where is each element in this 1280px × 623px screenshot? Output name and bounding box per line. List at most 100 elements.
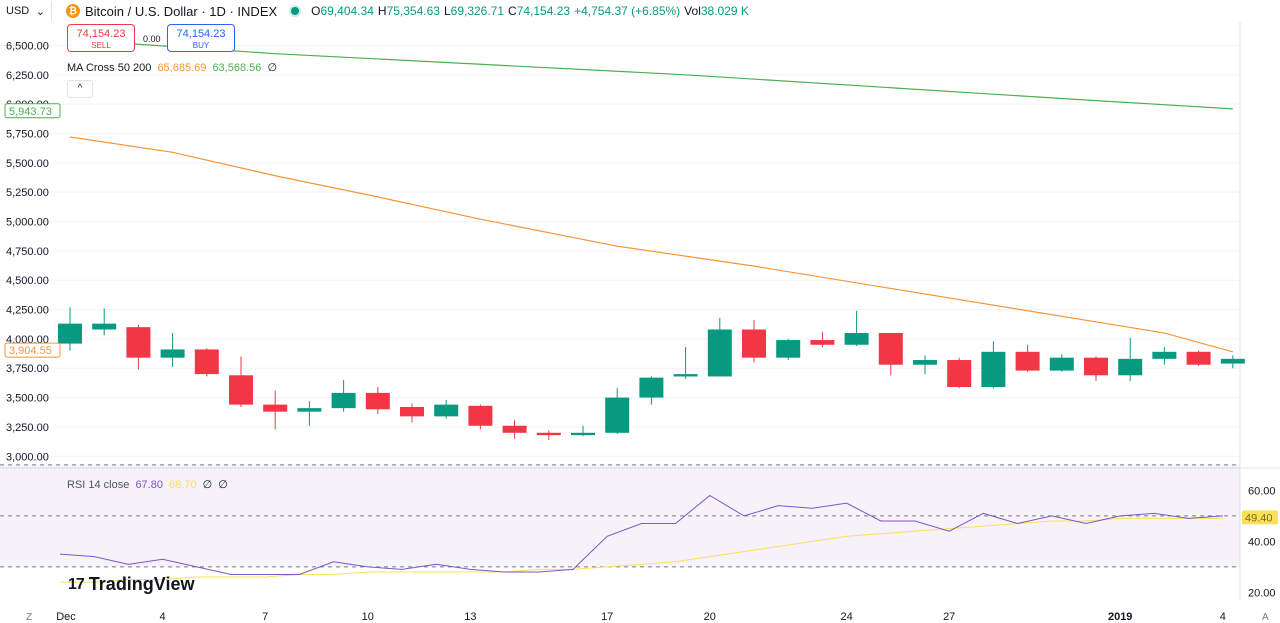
ohlc-value: 38.029 K bbox=[700, 4, 749, 18]
candle-body bbox=[947, 360, 972, 388]
sell-label: SELL bbox=[91, 41, 111, 50]
candle bbox=[297, 401, 322, 426]
candle bbox=[1186, 350, 1211, 366]
ma-200-price-label-box bbox=[4, 103, 61, 119]
candle bbox=[160, 333, 185, 368]
time-tick-label: 7 bbox=[262, 611, 268, 623]
candle-body bbox=[331, 392, 356, 409]
candle-body bbox=[639, 377, 664, 398]
candle bbox=[468, 404, 493, 430]
candle bbox=[571, 425, 595, 437]
auto-scale-icon[interactable]: A bbox=[1262, 612, 1269, 623]
candle-body bbox=[810, 340, 835, 345]
currency-label: USD bbox=[6, 5, 30, 17]
tradingview-wordmark: TradingView bbox=[88, 574, 195, 594]
candle bbox=[742, 320, 766, 363]
candle bbox=[1118, 337, 1143, 382]
sell-price: 74,154.23 bbox=[76, 28, 126, 40]
candle-body bbox=[92, 323, 117, 330]
candle-body bbox=[571, 432, 595, 436]
rsi-flag-1: ∅ bbox=[202, 479, 213, 491]
currency-select[interactable]: USD ⌄ bbox=[0, 1, 52, 21]
rsi-ma-value: 68.70 bbox=[169, 479, 197, 491]
ohlc-value: 74,154.23 bbox=[516, 4, 571, 18]
candle-body bbox=[365, 392, 390, 410]
price-tick-label: 3,750.00 bbox=[6, 363, 49, 375]
candle bbox=[1220, 355, 1245, 369]
price-tick-label: 4,500.00 bbox=[6, 275, 49, 287]
ma-cross-legend[interactable]: MA Cross 50 200 65,685.69 63,568.56 ∅ bbox=[67, 61, 277, 74]
price-axis[interactable]: 6,500.006,250.006,000.005,750.005,500.00… bbox=[4, 40, 61, 463]
candle bbox=[913, 355, 937, 375]
candle-body bbox=[502, 425, 527, 433]
candle-body bbox=[536, 432, 561, 436]
candle-body bbox=[1118, 358, 1143, 376]
collapse-legend-button[interactable]: ^ bbox=[67, 80, 93, 98]
time-axis[interactable]: Dec 4 7 10 13 17 20 24 27 2019 4 Z A bbox=[26, 611, 1269, 623]
candle bbox=[126, 324, 151, 370]
buy-button[interactable]: 74,154.23 BUY bbox=[167, 24, 235, 52]
buy-label: BUY bbox=[192, 41, 210, 50]
candle-body bbox=[1186, 351, 1211, 365]
candle-body bbox=[673, 374, 698, 377]
candle-body bbox=[160, 349, 185, 358]
candle-body bbox=[194, 349, 219, 375]
candle bbox=[947, 357, 972, 389]
price-tick-label: 4,250.00 bbox=[6, 305, 49, 317]
price-tick-label: 3,500.00 bbox=[6, 393, 49, 405]
time-tick-label: 17 bbox=[601, 611, 613, 623]
candle-body bbox=[1015, 351, 1040, 371]
price-tick-label: 5,000.00 bbox=[6, 217, 49, 229]
candle bbox=[58, 307, 82, 351]
candle bbox=[776, 338, 801, 361]
ohlc-key: L bbox=[443, 4, 451, 18]
candle bbox=[434, 399, 459, 419]
ohlc-key: C bbox=[508, 4, 517, 18]
candle bbox=[536, 430, 561, 440]
time-tick-label: 20 bbox=[704, 611, 716, 623]
rsi-ma-value-label-box bbox=[1242, 510, 1278, 525]
symbol-title[interactable]: Bitcoin / U.S. Dollar · 1D · INDEX bbox=[85, 3, 278, 19]
price-tick-label: 5,750.00 bbox=[6, 129, 49, 141]
market-status-icon[interactable] bbox=[291, 7, 300, 15]
price-tick-label: 6,250.00 bbox=[6, 70, 49, 82]
sell-button[interactable]: 74,154.23 SELL bbox=[67, 24, 135, 52]
ohlc-item: H75,354.63 bbox=[374, 4, 440, 18]
rsi-legend[interactable]: RSI 14 close 67.80 68.70 ∅ ∅ bbox=[67, 478, 228, 491]
tradingview-icon: 17 bbox=[68, 575, 85, 593]
ohlc-values: O69,404.34 H75,354.63 L69,326.71 C74,154.23… bbox=[307, 4, 749, 18]
buy-price: 74,154.23 bbox=[176, 28, 226, 40]
spread-value: 0.00 bbox=[143, 34, 161, 44]
candle bbox=[981, 341, 1006, 389]
candle-body bbox=[742, 329, 766, 358]
candle-body bbox=[126, 327, 151, 358]
zoom-icon[interactable]: Z bbox=[26, 612, 32, 623]
candle-body bbox=[707, 329, 732, 377]
bitcoin-icon: ₿ bbox=[66, 4, 80, 18]
candle-body bbox=[297, 408, 322, 412]
candle-body bbox=[434, 404, 459, 417]
ma-legend-name: MA Cross 50 200 bbox=[67, 62, 152, 74]
candle bbox=[1084, 356, 1108, 382]
candle bbox=[194, 348, 219, 377]
time-tick-label: 2019 bbox=[1108, 611, 1132, 623]
time-tick-label: 4 bbox=[1220, 611, 1226, 623]
candle bbox=[229, 356, 253, 407]
rsi-ma-value-label-text: 49.40 bbox=[1245, 512, 1273, 524]
ohlc-key: Vol bbox=[684, 4, 701, 18]
candle bbox=[605, 388, 630, 434]
ohlc-key: H bbox=[377, 4, 387, 18]
candle bbox=[331, 379, 356, 412]
ohlc-item: L69,326.71 bbox=[440, 4, 504, 18]
ohlc-value: 69,326.71 bbox=[450, 4, 505, 18]
ma-fast-value: 65,685.69 bbox=[157, 62, 207, 74]
ma-50-price-label-text: 3,904.55 bbox=[9, 345, 52, 357]
candle bbox=[365, 387, 390, 415]
ohlc-item: O69,404.34 bbox=[307, 4, 374, 18]
time-tick-label: Dec bbox=[56, 611, 76, 623]
ma-slow-value: 63,568.56 bbox=[212, 62, 262, 74]
candle bbox=[707, 317, 732, 377]
time-tick-label: 10 bbox=[362, 611, 374, 623]
